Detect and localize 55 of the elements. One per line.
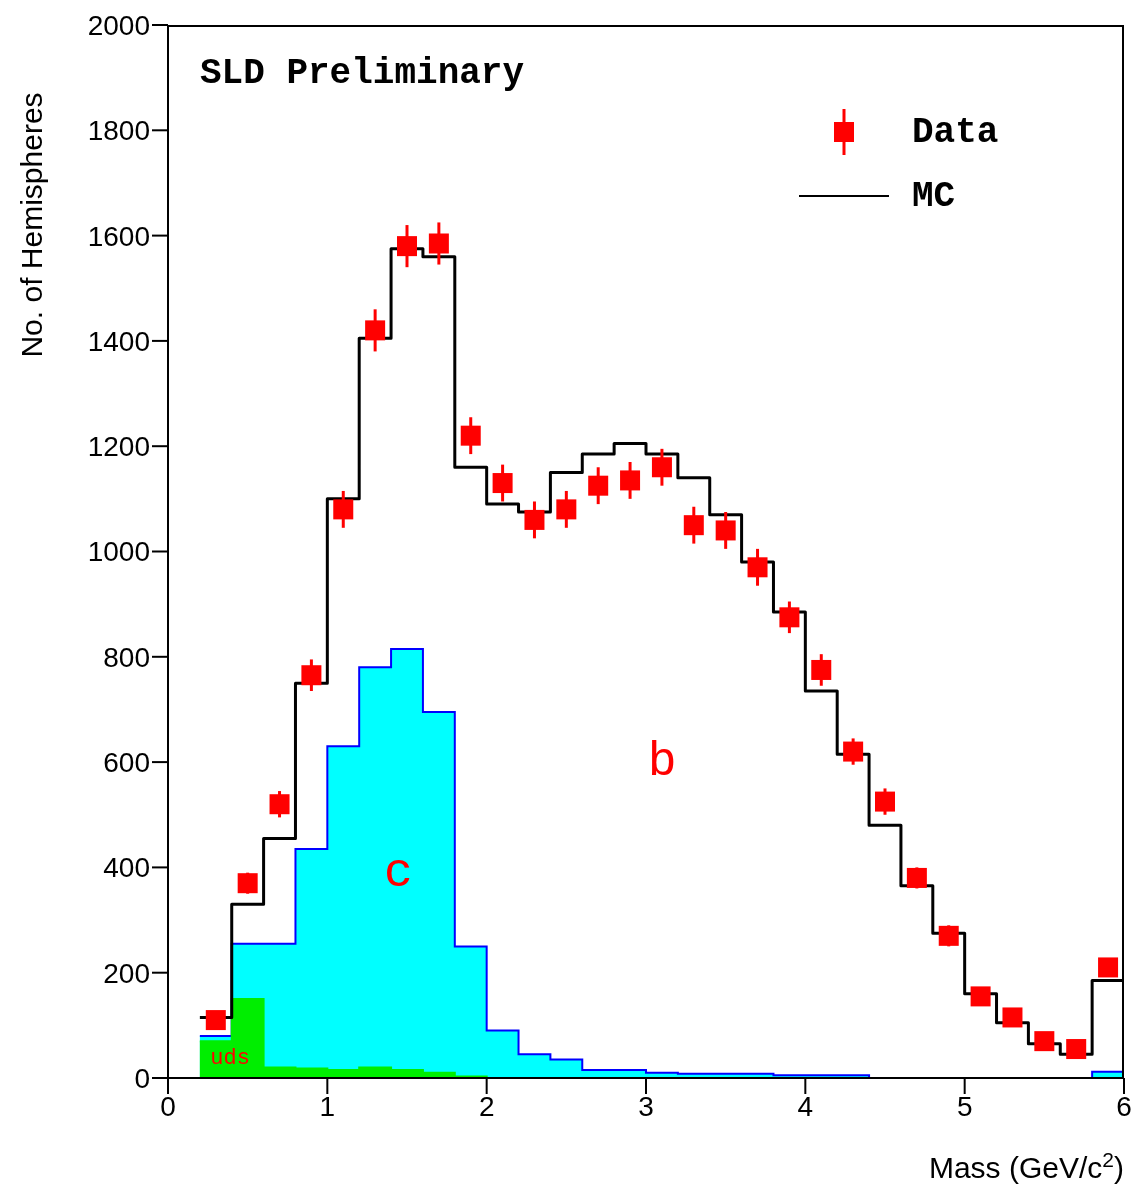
x-axis-title: Mass (GeV/c$^{2}$) — [928, 1147, 1124, 1184]
point — [205, 1010, 226, 1031]
point — [875, 791, 895, 812]
point — [811, 659, 832, 680]
point — [556, 499, 577, 520]
point — [970, 986, 991, 1007]
y-tick-label: 400 — [103, 852, 150, 884]
point — [938, 925, 959, 946]
y-axis-title: No. of Hemispheres — [15, 92, 48, 358]
point — [301, 665, 322, 686]
point — [460, 425, 481, 446]
y-tick-label: 2000 — [87, 9, 150, 41]
y-tick-label: 0 — [134, 1062, 150, 1094]
point — [747, 557, 768, 578]
x-tick-label: 2 — [478, 1090, 495, 1122]
y-tick-label: 800 — [103, 641, 150, 673]
point — [1002, 1007, 1023, 1028]
legend-label: MC — [912, 175, 956, 217]
x-tick-label: 4 — [797, 1090, 814, 1122]
point — [906, 867, 927, 888]
point — [397, 236, 417, 257]
point — [588, 475, 609, 496]
y-tick-label: 1200 — [87, 431, 150, 463]
point — [492, 473, 513, 494]
point — [1034, 1031, 1055, 1052]
legend-label: Data — [912, 111, 999, 153]
point — [843, 741, 864, 762]
x-tick-label: 3 — [638, 1090, 654, 1122]
y-tick-label: 1400 — [87, 325, 150, 357]
point — [428, 233, 449, 254]
point — [1066, 1039, 1087, 1060]
y-tick-label: 1000 — [87, 536, 150, 568]
point — [715, 520, 736, 541]
point — [651, 457, 672, 478]
point — [365, 320, 386, 341]
x-tick-label: 5 — [956, 1090, 973, 1122]
x-tick-label: 0 — [160, 1090, 176, 1122]
y-tick-label: 200 — [103, 957, 150, 989]
text: SLD Preliminary — [200, 53, 525, 94]
point — [333, 499, 354, 520]
y-tick-label: 600 — [103, 747, 150, 779]
point — [1098, 957, 1119, 978]
point — [683, 515, 704, 536]
annotation: c — [383, 845, 413, 900]
x-tick-label: 6 — [1116, 1090, 1132, 1122]
point — [269, 794, 290, 815]
y-tick-label: 1600 — [87, 220, 150, 252]
y-tick-label: 1800 — [87, 115, 150, 147]
point — [524, 509, 545, 530]
point — [779, 607, 800, 628]
point — [237, 873, 258, 894]
annotation: b — [647, 735, 677, 790]
point — [620, 470, 641, 491]
x-tick-label: 1 — [319, 1090, 336, 1122]
annotation: uds — [210, 1046, 250, 1072]
